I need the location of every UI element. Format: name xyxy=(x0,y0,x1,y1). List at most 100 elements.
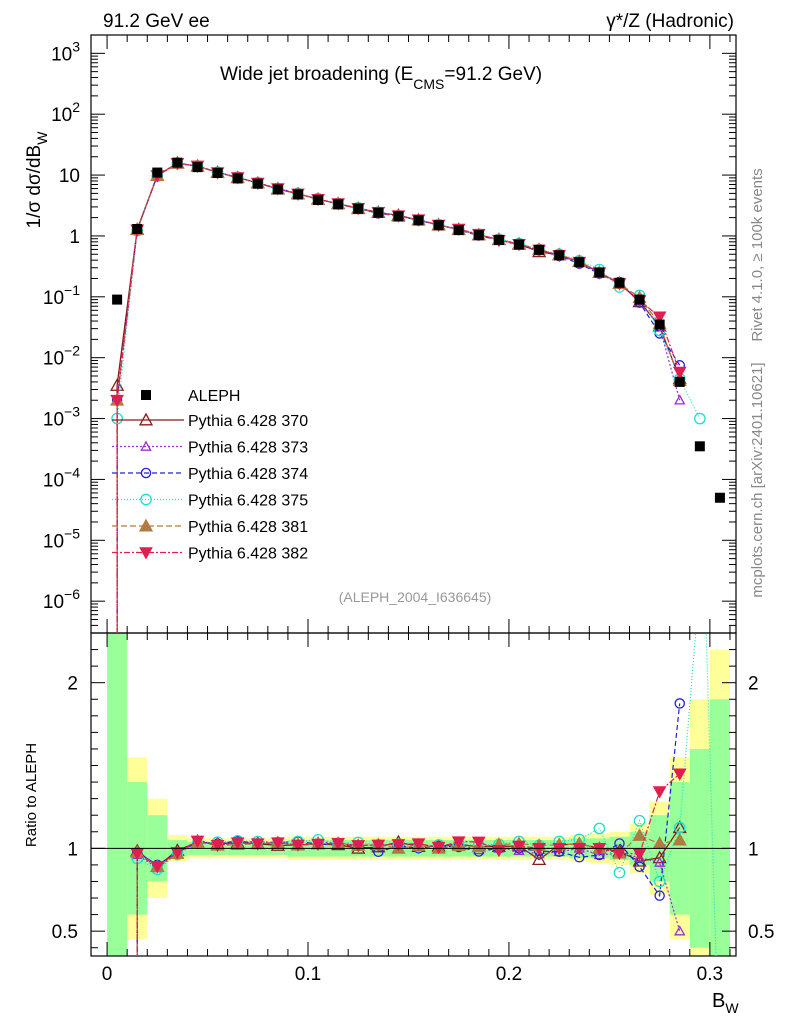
ratio-y-tick-label: 1 xyxy=(67,839,78,860)
ratio-y-axis-label: Ratio to ALEPH xyxy=(23,743,40,847)
x-tick-label: 0.3 xyxy=(697,964,723,985)
axis-tick-labels: 0 0.1 0.2 0.310310210110−110−210−310−410−51… xyxy=(43,38,775,985)
main-series xyxy=(110,155,725,633)
analysis-id: (ALEPH_2004_I636645) xyxy=(339,589,492,605)
ratio-point xyxy=(331,838,345,851)
data-point xyxy=(232,173,243,184)
ratio-point xyxy=(552,843,567,856)
data-point xyxy=(112,294,123,305)
main-frame xyxy=(90,34,737,634)
ratio-y-tick-label-right: 2 xyxy=(748,674,759,695)
series-point xyxy=(652,311,667,324)
ratio-point xyxy=(674,698,685,709)
ratio-point xyxy=(311,838,325,852)
ratio-uncertainty-bands xyxy=(107,633,730,956)
ratio-point xyxy=(572,843,587,856)
legend-label: Pythia 6.428 370 xyxy=(188,413,308,430)
data-point xyxy=(714,492,725,503)
legend-marker xyxy=(140,493,152,506)
series-point xyxy=(674,394,686,405)
ratio-point xyxy=(652,850,667,864)
ratio-point xyxy=(593,822,606,835)
ratio-point xyxy=(513,844,525,855)
data-point xyxy=(433,220,444,231)
data-point xyxy=(493,234,504,245)
data-point xyxy=(614,277,625,288)
data-point xyxy=(272,184,283,195)
ratio-point xyxy=(271,837,285,850)
data-point xyxy=(513,239,524,250)
ratio-y-tick-label: 0.5 xyxy=(52,922,78,943)
data-point xyxy=(674,376,685,387)
ratio-point xyxy=(391,839,406,852)
series-line xyxy=(116,162,681,633)
ratio-point xyxy=(593,849,606,860)
series-point xyxy=(110,394,124,408)
rivet-label: Rivet 4.1.0, ≥ 100k events xyxy=(749,168,766,341)
series-line xyxy=(116,163,701,633)
legend: ALEPH Pythia 6.428 370 Pythia 6.428 373 Pyt… xyxy=(112,388,308,563)
ratio-y-tick-label-right: 1 xyxy=(748,839,759,860)
ratio-point xyxy=(532,843,546,856)
data-point xyxy=(554,250,565,261)
ratio-point xyxy=(654,890,665,901)
ratio-point xyxy=(210,839,225,853)
ratio-band-inner xyxy=(709,699,730,956)
data-point xyxy=(393,211,404,222)
ratio-point xyxy=(190,835,205,849)
x-tick-label: 0 xyxy=(102,964,113,985)
y-tick-label: 10−4 xyxy=(43,464,80,491)
series-line xyxy=(116,162,681,633)
ratio-point xyxy=(451,836,466,849)
ratio-point xyxy=(653,856,666,867)
ratio-point xyxy=(531,852,547,866)
legend-marker xyxy=(140,467,152,479)
legend-label: Pythia 6.428 374 xyxy=(188,466,308,483)
ratio-point xyxy=(533,848,545,859)
legend-label-data: ALEPH xyxy=(188,388,240,405)
legend-label: Pythia 6.428 375 xyxy=(188,493,308,510)
y-tick-label: 10−1 xyxy=(43,282,80,309)
y-axis-label: 1/σ dσ/dBW xyxy=(24,131,50,229)
data-point xyxy=(594,267,605,278)
y-tick-label: 1 xyxy=(69,227,80,248)
ratio-point xyxy=(351,840,366,853)
y-tick-label: 10 xyxy=(59,166,80,187)
data-point xyxy=(192,162,203,173)
ratio-point xyxy=(170,847,185,860)
legend-marker xyxy=(140,440,152,451)
series-line xyxy=(116,162,681,633)
y-tick-label: 10−2 xyxy=(43,343,80,370)
ratio-point xyxy=(674,925,686,936)
data-point xyxy=(333,199,344,210)
ratio-point xyxy=(653,875,666,888)
ratio-line xyxy=(136,703,681,956)
data-point xyxy=(172,157,183,168)
legend-marker xyxy=(139,547,153,560)
x-tick-label: 0.2 xyxy=(496,964,522,985)
ratio-point xyxy=(672,768,687,781)
ratio-point xyxy=(613,866,626,879)
data-point xyxy=(694,441,705,452)
data-point xyxy=(473,230,484,241)
legend-marker xyxy=(138,518,154,532)
y-tick-label: 102 xyxy=(51,99,80,126)
legend-label: Pythia 6.428 373 xyxy=(188,440,308,457)
series-point xyxy=(693,412,706,425)
data-point xyxy=(212,168,223,179)
data-point xyxy=(252,178,263,189)
y-tick-label: 10−3 xyxy=(43,404,80,431)
data-point xyxy=(313,194,324,205)
ratio-band-inner xyxy=(107,633,128,956)
data-point xyxy=(152,167,163,178)
data-point xyxy=(574,257,585,268)
x-tick-label: 0.1 xyxy=(295,964,321,985)
data-point xyxy=(453,225,464,236)
ratio-point xyxy=(230,837,245,850)
ratio-point xyxy=(250,838,265,851)
x-axis-label: BW xyxy=(712,990,739,1016)
ratio-point xyxy=(633,851,646,862)
ratio-point xyxy=(411,838,426,851)
